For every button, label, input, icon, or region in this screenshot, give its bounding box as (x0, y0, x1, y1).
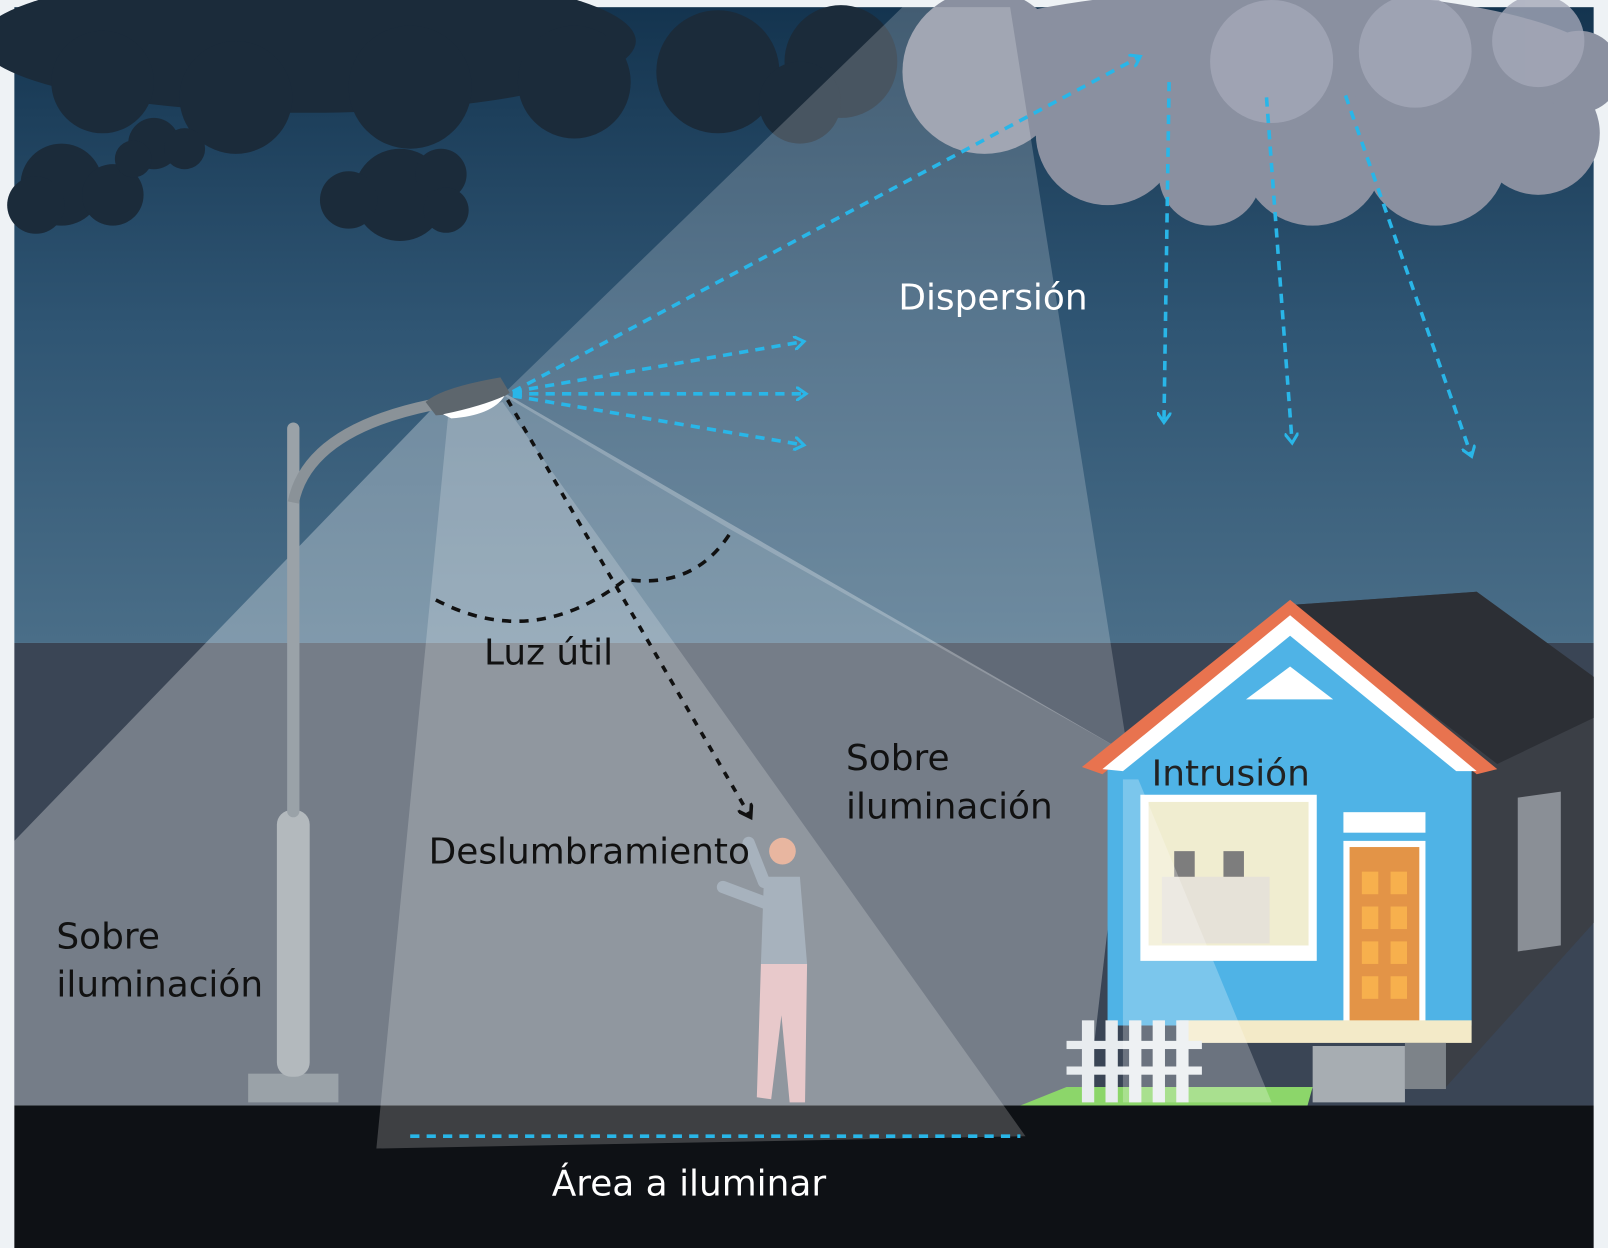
over-lighting-label: Sobre (846, 738, 950, 779)
dispersion-label: Dispersión (898, 278, 1087, 319)
over-lighting-label: iluminación (56, 965, 263, 1006)
glare-label: Deslumbramiento (429, 831, 750, 872)
page: Dispersión Luz útil Sobre iluminación In… (0, 0, 1608, 1248)
over-lighting-label: iluminación (846, 786, 1053, 827)
over-lighting-label: Sobre (56, 917, 160, 958)
intrusion-label: Intrusión (1152, 754, 1310, 795)
illustration: Dispersión Luz útil Sobre iluminación In… (0, 0, 1608, 1248)
area-label: Área a iluminar (552, 1163, 827, 1205)
useful-light-label: Luz útil (484, 633, 613, 674)
